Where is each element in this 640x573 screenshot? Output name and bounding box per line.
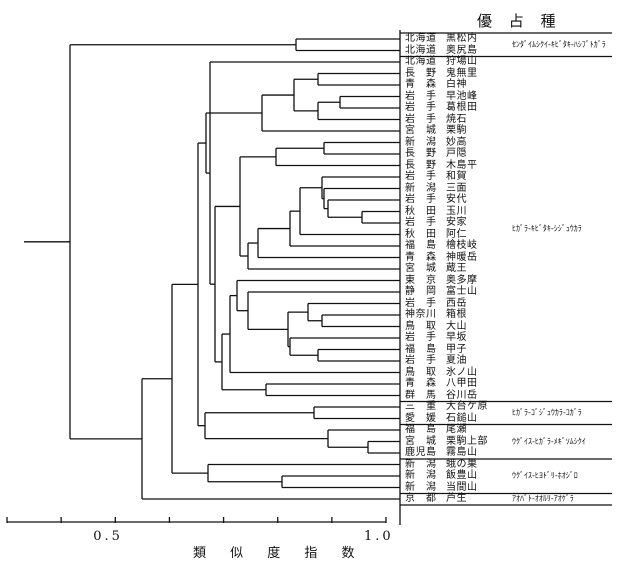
- prefecture-label: 宮 城: [405, 263, 437, 274]
- site-label: 大台ケ原: [446, 401, 488, 412]
- site-label: 焼石: [446, 113, 467, 125]
- site-label: 妙高: [446, 136, 467, 148]
- site-label: 大山: [446, 320, 467, 332]
- site-label: 栗駒上部: [446, 435, 488, 447]
- site-label: 甲子: [446, 343, 467, 355]
- site-label: 神暖岳: [446, 251, 478, 263]
- site-label: 石鎚山: [446, 412, 478, 424]
- prefecture-label: 岩 手: [405, 332, 437, 343]
- site-label: 玉川: [446, 205, 467, 217]
- prefecture-label: 新 潟: [405, 458, 437, 470]
- prefecture-label: 岩 手: [405, 90, 437, 102]
- axis-title: 類 似 度 指 数: [193, 546, 365, 561]
- site-label: 奥多摩: [446, 274, 478, 286]
- site-label: 安代: [446, 194, 467, 205]
- dominant-species-header: 優 占 種: [477, 12, 562, 30]
- site-label: 葛根田: [446, 102, 478, 113]
- dominant-species-label: ﾋｶﾞﾗ-ｺﾞｼﾞｭｳｶﾗ-ｺｶﾞﾗ: [512, 407, 582, 417]
- prefecture-label: 秋 田: [405, 205, 437, 217]
- prefecture-label: 静 岡: [405, 286, 437, 297]
- site-label: 鬼無里: [446, 67, 478, 79]
- prefecture-label: 青 森: [405, 251, 437, 263]
- site-label: 蔵王: [446, 263, 467, 274]
- site-label: 霧島山: [446, 447, 478, 458]
- site-label: 白神: [446, 79, 467, 90]
- prefecture-label: 福 島: [405, 343, 437, 355]
- site-label: 早坂: [446, 332, 467, 343]
- site-label: 和賀: [446, 171, 467, 182]
- site-label: 早池峰: [446, 90, 478, 102]
- prefecture-label: 新 潟: [405, 481, 437, 493]
- prefecture-label: 鹿児島: [405, 447, 437, 458]
- prefecture-label: 北海道: [405, 33, 437, 44]
- prefecture-label: 福 島: [405, 240, 437, 251]
- x-tick-label: 0.5: [93, 529, 123, 544]
- site-label: 箱根: [446, 309, 467, 320]
- site-label: 安家: [446, 217, 467, 228]
- site-label: 奥尻島: [446, 44, 478, 56]
- prefecture-label: 北海道: [405, 56, 437, 67]
- prefecture-label: 新 潟: [405, 136, 437, 148]
- site-label: 西岳: [446, 297, 467, 309]
- site-label: 蛾の巣: [446, 458, 478, 470]
- prefecture-label: 岩 手: [405, 217, 437, 228]
- prefecture-label: 三 重: [405, 401, 437, 412]
- prefecture-label: 長 野: [405, 159, 437, 171]
- prefecture-label: 京 都: [405, 493, 437, 504]
- prefecture-label: 新 潟: [405, 470, 437, 481]
- prefecture-label: 鳥 取: [405, 366, 437, 378]
- dominant-species-label: ｳｸﾞｲｽ-ﾋｶﾞﾗ-ﾒｷﾞｿﾑｼｸｲ: [512, 436, 586, 446]
- site-label: 黒松内: [446, 33, 478, 44]
- prefecture-label: 岩 手: [405, 194, 437, 205]
- prefecture-label: 東 京: [405, 274, 437, 286]
- prefecture-label: 鳥 取: [405, 320, 437, 332]
- dominant-species-label: ｱｵﾊﾞﾄ-ｵｵﾙﾘ-ｱｵｹﾞﾗ: [512, 494, 574, 503]
- prefecture-label: 青 森: [405, 79, 437, 90]
- prefecture-label: 岩 手: [405, 171, 437, 182]
- prefecture-label: 岩 手: [405, 102, 437, 113]
- prefecture-label: 岩 手: [405, 355, 437, 366]
- prefecture-label: 岩 手: [405, 297, 437, 309]
- site-label: 飯豊山: [446, 470, 478, 481]
- site-label: 檜枝岐: [446, 240, 478, 251]
- prefecture-label: 長 野: [405, 148, 437, 159]
- dominant-species-label: ﾋｶﾞﾗ-ｷﾋﾞﾀｷ-ｼｼﾞｭｳｶﾗ: [512, 223, 582, 233]
- prefecture-label: 愛 媛: [405, 412, 437, 424]
- site-label: 木島平: [446, 159, 478, 171]
- site-label: 夏油: [446, 355, 467, 366]
- prefecture-label: 福 島: [405, 424, 437, 435]
- prefecture-label: 長 野: [405, 67, 437, 79]
- site-label: 当間山: [446, 481, 478, 493]
- site-label: 谷川岳: [446, 389, 478, 401]
- dominant-species-label: ｾﾝﾀﾞｲﾑｼｸｲ-ｷﾋﾞﾀｷ-ﾊｼﾌﾞﾄｶﾞﾗ: [512, 39, 606, 49]
- prefecture-label: 岩 手: [405, 113, 437, 125]
- prefecture-label: 群 馬: [405, 389, 437, 401]
- site-label: 三面: [446, 182, 467, 194]
- prefecture-label: 宮 城: [405, 125, 437, 136]
- prefecture-label: 青 森: [405, 378, 437, 389]
- site-label: 尾瀬: [446, 424, 467, 435]
- site-label: 阿仁: [446, 228, 467, 240]
- site-label: 戸隠: [446, 148, 467, 159]
- site-label: 富士山: [446, 286, 478, 297]
- prefecture-label: 秋 田: [405, 228, 437, 240]
- site-label: 氷ノ山: [446, 366, 478, 378]
- prefecture-label: 宮 城: [405, 435, 437, 447]
- prefecture-label: 北海道: [405, 44, 437, 56]
- dominant-species-label: ｳｸﾞｲｽ-ﾋﾖﾄﾞﾘ-ﾎｵｼﾞﾛ: [512, 471, 578, 480]
- site-label: 栗駒: [446, 125, 467, 136]
- x-tick-label: 1.0: [364, 529, 394, 544]
- prefecture-label: 新 潟: [405, 182, 437, 194]
- site-label: 八甲田: [446, 378, 478, 389]
- prefecture-label: 神奈川: [405, 309, 437, 320]
- site-label: 芦生: [446, 493, 467, 504]
- site-label: 狩場山: [446, 56, 478, 67]
